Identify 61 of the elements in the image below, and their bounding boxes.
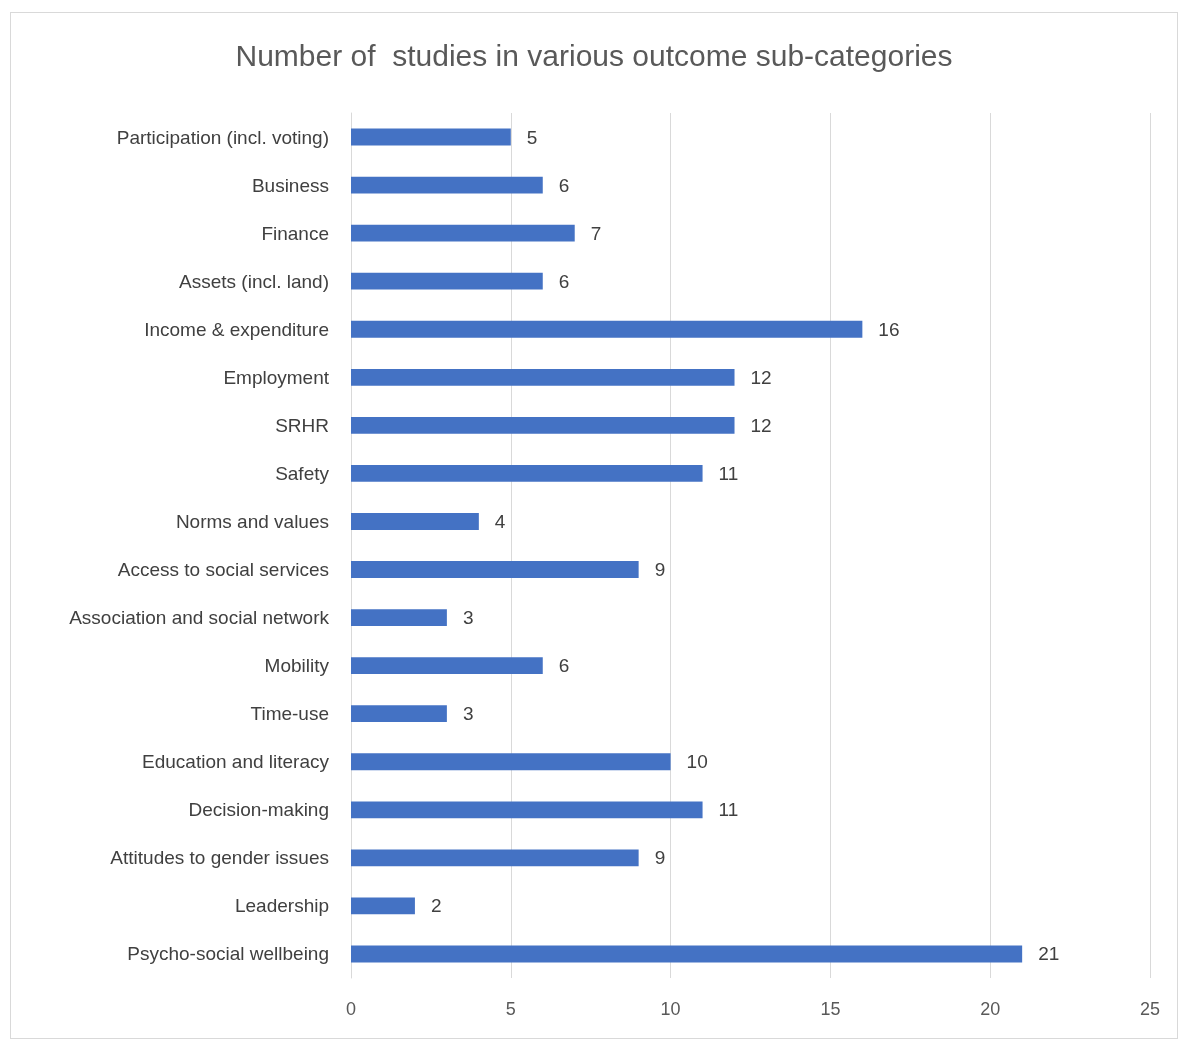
x-tick-label: 20 — [980, 999, 1001, 1019]
data-label: 11 — [718, 462, 739, 484]
bar — [351, 272, 543, 290]
bar — [351, 897, 415, 915]
data-label: 6 — [558, 655, 570, 677]
data-label: 12 — [750, 414, 772, 436]
y-tick-label: Income & expenditure — [144, 318, 329, 340]
y-tick-label: Decision-making — [188, 799, 329, 821]
y-tick-label: Leadership — [234, 895, 329, 917]
bar — [351, 657, 543, 675]
x-tick-label: 5 — [505, 999, 516, 1019]
bar — [351, 801, 703, 819]
y-tick-label: Finance — [261, 222, 329, 244]
data-label: 9 — [654, 847, 666, 869]
bar — [351, 224, 575, 242]
y-tick-label: Mobility — [264, 655, 330, 677]
bar — [351, 320, 863, 338]
data-label: 4 — [494, 510, 506, 532]
y-tick-label: Education and literacy — [142, 751, 330, 773]
data-label: 6 — [558, 270, 570, 292]
x-tick-label: 25 — [1139, 999, 1161, 1019]
bar — [351, 465, 703, 482]
bar — [351, 753, 671, 771]
y-tick-label: Psycho-social wellbeing — [127, 943, 329, 965]
data-label: 2 — [430, 895, 442, 917]
chart-title: Number of studies in various outcome sub-categories — [235, 38, 953, 72]
data-label: 11 — [718, 799, 739, 821]
data-label: 3 — [462, 703, 474, 725]
x-tick-label: 0 — [345, 999, 357, 1019]
y-tick-label: Norms and values — [175, 510, 329, 532]
bar — [351, 416, 735, 434]
x-tick-label: 15 — [820, 999, 841, 1019]
y-tick-label: Safety — [275, 462, 330, 484]
data-label: 16 — [878, 318, 900, 340]
bar — [351, 513, 479, 530]
data-label: 7 — [590, 222, 602, 244]
y-tick-label: Employment — [223, 366, 330, 388]
data-label: 5 — [526, 126, 538, 148]
y-tick-label: Association and social network — [69, 607, 330, 629]
bar — [351, 128, 511, 146]
bar — [351, 176, 543, 194]
y-tick-label: Assets (incl. land) — [179, 270, 329, 292]
bar — [351, 705, 447, 723]
y-tick-label: Business — [251, 174, 329, 196]
y-tick-label: Time-use — [250, 703, 329, 725]
y-tick-label: Attitudes to gender issues — [110, 847, 329, 869]
y-tick-label: SRHR — [275, 414, 329, 436]
data-label: 10 — [686, 751, 708, 773]
bar — [351, 368, 735, 386]
data-label: 21 — [1038, 943, 1060, 965]
x-tick-label: 10 — [660, 999, 681, 1019]
bar — [351, 609, 447, 626]
data-label: 12 — [750, 366, 772, 388]
y-tick-label: Participation (incl. voting) — [116, 126, 329, 148]
bar — [351, 849, 639, 867]
bar — [351, 945, 1023, 963]
data-label: 3 — [462, 607, 474, 629]
bar — [351, 561, 639, 578]
data-label: 6 — [558, 174, 570, 196]
y-tick-label: Access to social services — [117, 559, 329, 581]
data-label: 9 — [654, 559, 666, 581]
